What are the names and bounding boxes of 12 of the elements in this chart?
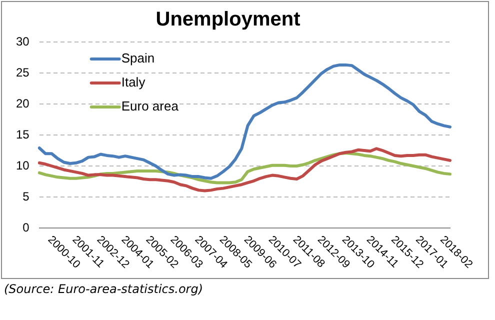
- legend-label: Euro area: [121, 98, 180, 114]
- legend-label: Italy: [121, 74, 146, 90]
- y-tick-label: 5: [22, 189, 30, 204]
- text: (Source: Euro-area-statistics.org): [4, 282, 204, 296]
- legend-label: Spain: [121, 50, 155, 66]
- y-tick-label: 15: [16, 127, 30, 142]
- y-tick-label: 20: [16, 96, 30, 110]
- y-tick-label: 25: [16, 65, 30, 80]
- y-tick-label: 0: [22, 220, 30, 234]
- y-tick-label: 10: [16, 158, 30, 172]
- chart-title: Unemployment: [156, 8, 301, 31]
- y-tick-label: 30: [16, 34, 30, 48]
